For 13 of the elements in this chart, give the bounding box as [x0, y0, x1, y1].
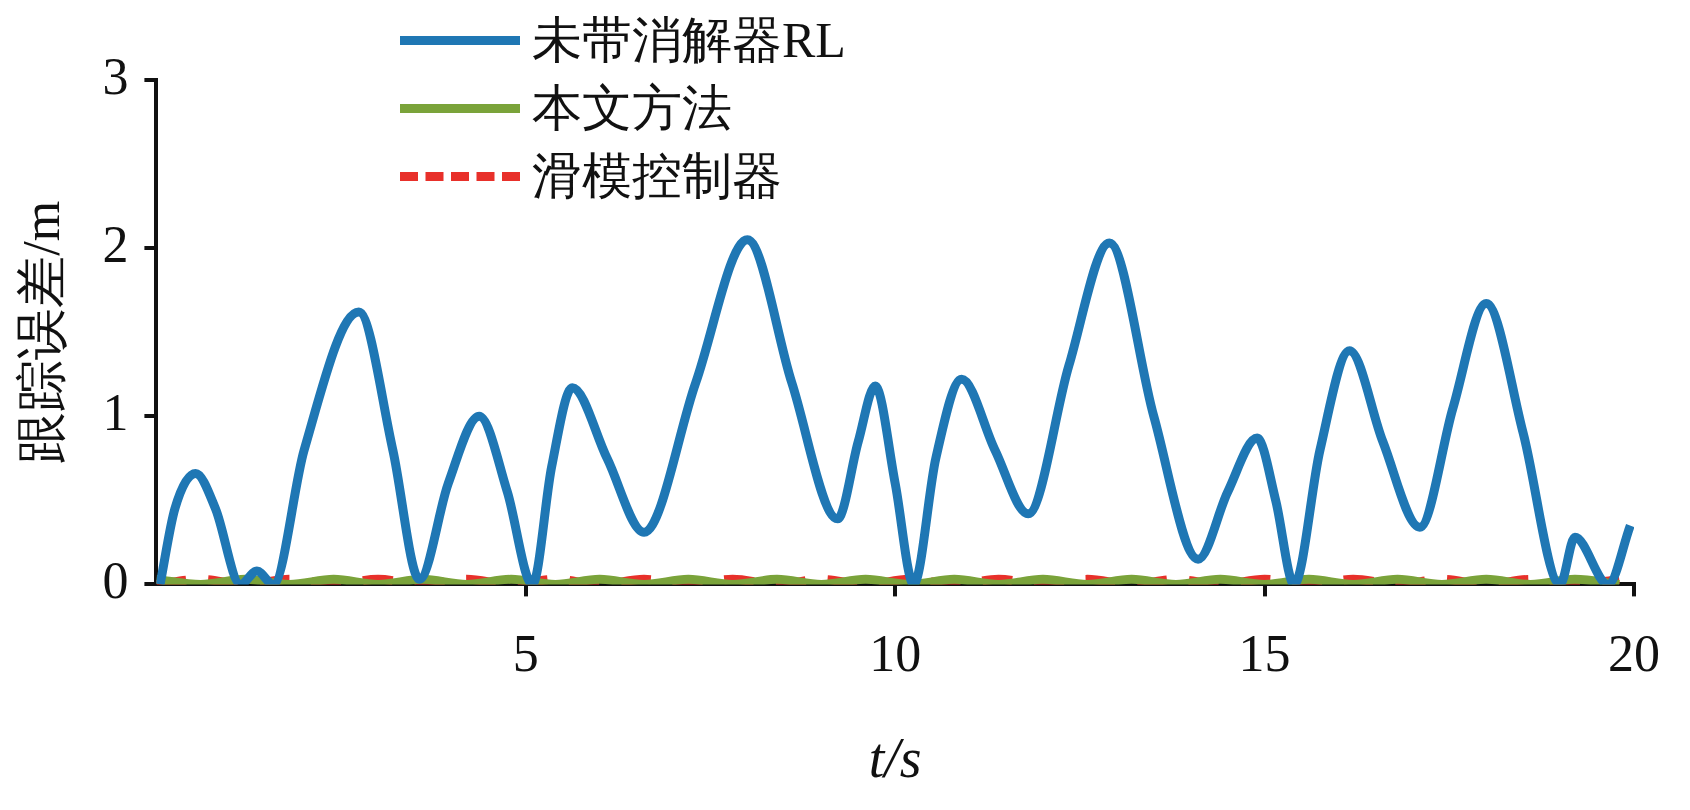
y-axis-title: 跟踪误差/m — [12, 200, 70, 464]
y-tick-label: 2 — [102, 215, 129, 273]
x-tick-label: 5 — [512, 625, 539, 683]
y-tick-label: 3 — [102, 47, 129, 105]
legend-label: 滑模控制器 — [532, 147, 782, 206]
legend-label: 本文方法 — [532, 79, 732, 138]
x-tick-label: 10 — [869, 625, 922, 683]
x-axis-title: t/s — [868, 727, 922, 790]
y-tick-label: 1 — [102, 383, 129, 441]
legend-label: 未带消解器RL — [532, 11, 846, 70]
x-tick-label: 20 — [1608, 625, 1660, 683]
x-tick-label: 15 — [1238, 625, 1291, 683]
y-tick-label: 0 — [102, 552, 129, 610]
